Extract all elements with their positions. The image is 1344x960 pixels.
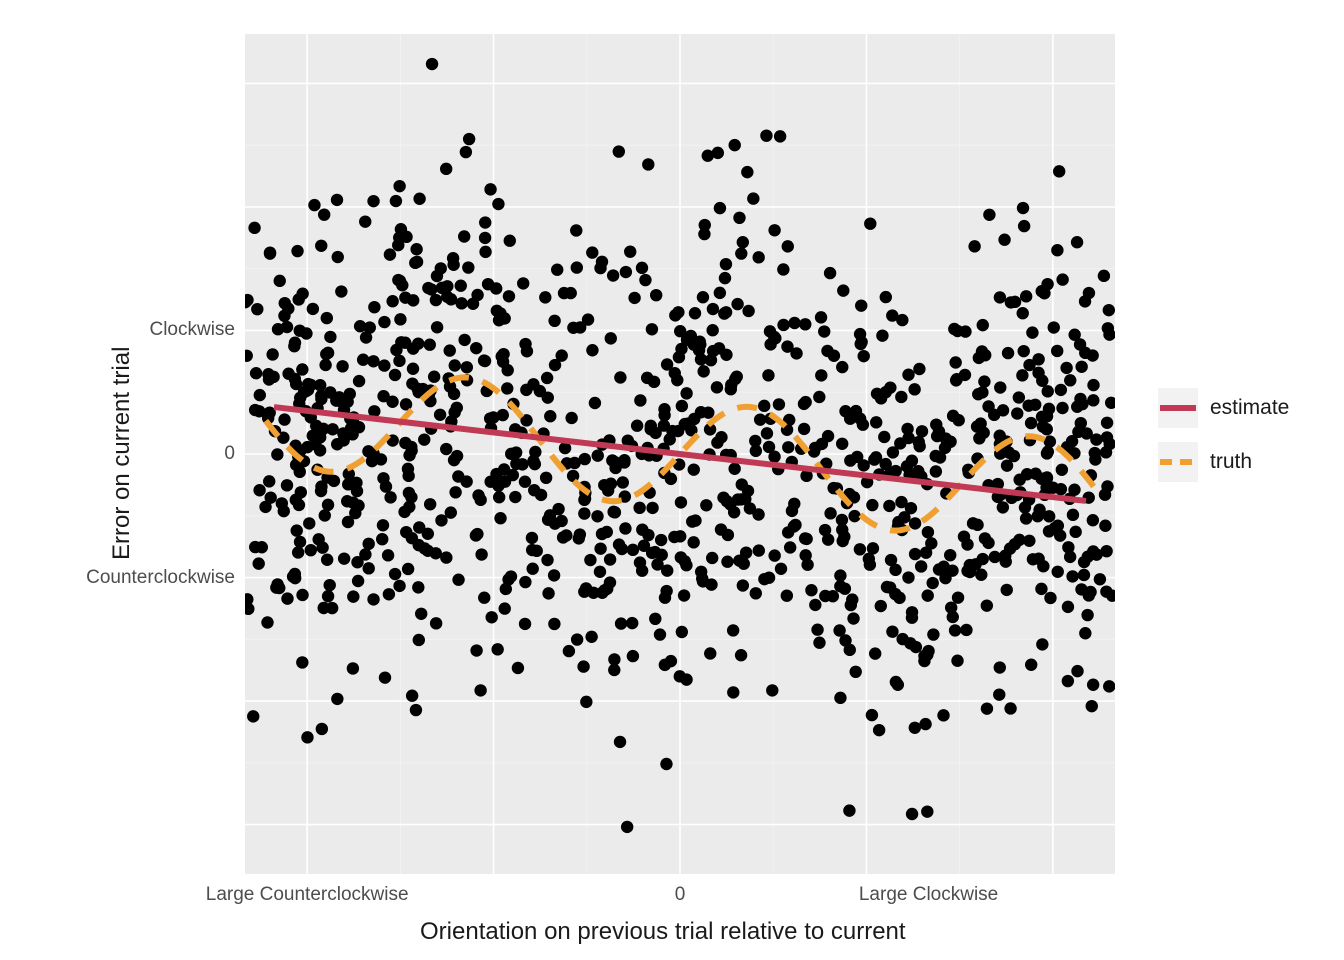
y-tick-label: Clockwise xyxy=(149,319,235,341)
y-axis-title: Error on current trial xyxy=(108,347,136,560)
x-tick-label: Large Counterclockwise xyxy=(206,884,409,906)
legend-item-estimate: estimate xyxy=(1158,388,1289,428)
y-tick-label: 0 xyxy=(224,443,235,465)
legend-label: estimate xyxy=(1210,396,1289,420)
x-axis-title: Orientation on previous trial relative t… xyxy=(420,918,906,946)
y-tick-label: Counterclockwise xyxy=(86,567,235,589)
legend-key xyxy=(1158,388,1198,428)
legend-key xyxy=(1158,442,1198,482)
x-tick-label: 0 xyxy=(675,884,686,906)
x-tick-label: Large Clockwise xyxy=(859,884,998,906)
legend-label: truth xyxy=(1210,450,1252,474)
legend-item-truth: truth xyxy=(1158,442,1289,482)
figure: Error on current trial Orientation on pr… xyxy=(0,0,1344,960)
legend: estimate truth xyxy=(1158,388,1289,496)
plot-panel xyxy=(245,34,1115,874)
